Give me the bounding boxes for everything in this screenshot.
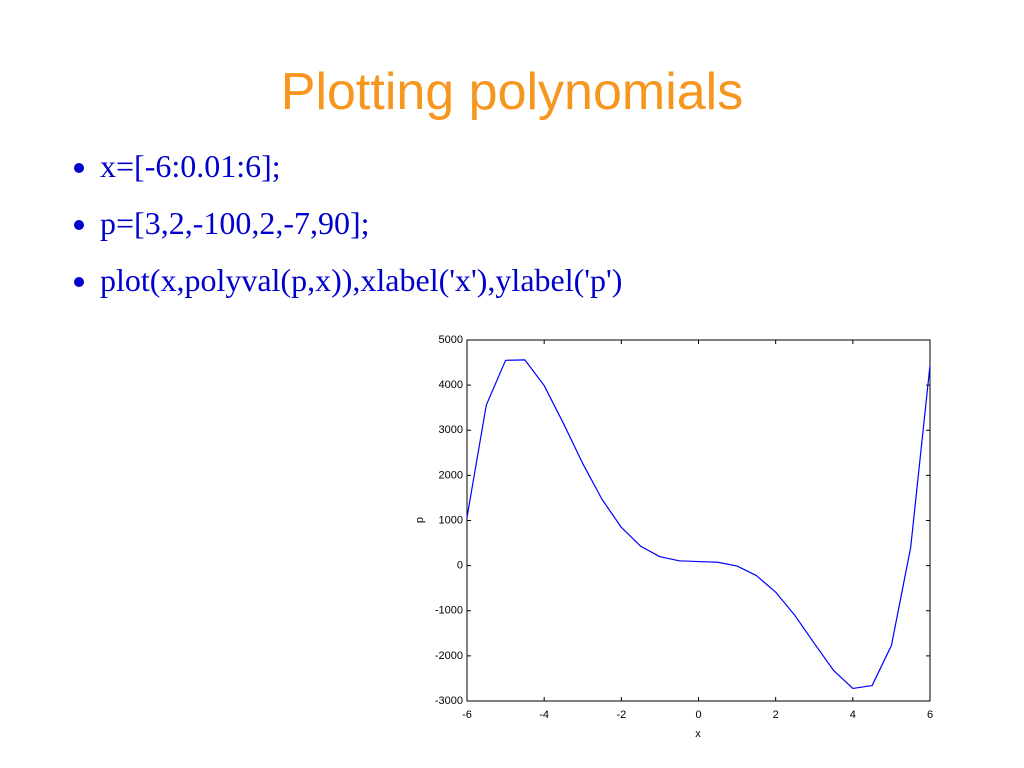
x-tick-label: -2 [616,709,626,721]
x-tick-label: -6 [462,709,472,721]
y-tick-label: -1000 [435,605,463,617]
x-tick-label: 2 [773,709,779,721]
bullet: plot(x,polyval(p,x)),xlabel('x'),ylabel(… [100,256,622,304]
x-axis-label: x [695,728,701,740]
line-series [466,359,931,690]
x-tick-label: 0 [695,709,701,721]
x-tick-label: 4 [850,709,856,721]
y-tick-label: 4000 [439,379,463,391]
bullet: p=[3,2,-100,2,-7,90]; [100,199,622,247]
x-tick-label: 6 [927,709,933,721]
y-tick-label: -3000 [435,695,463,707]
y-axis-label: p [414,517,426,523]
plot-frame [466,339,931,702]
bullet-list: x=[-6:0.01:6]; p=[3,2,-100,2,-7,90]; plo… [58,142,622,313]
slide-title: Plotting polynomials [280,63,744,121]
y-tick-label: 1000 [439,514,463,526]
x-tick-label: -4 [539,709,549,721]
y-tick-label: 0 [457,560,463,572]
y-tick-label: 3000 [439,424,463,436]
y-tick-label: 5000 [439,334,463,346]
y-tick-label: -2000 [435,650,463,662]
y-tick-label: 2000 [439,469,463,481]
bullet: x=[-6:0.01:6]; [100,142,622,190]
